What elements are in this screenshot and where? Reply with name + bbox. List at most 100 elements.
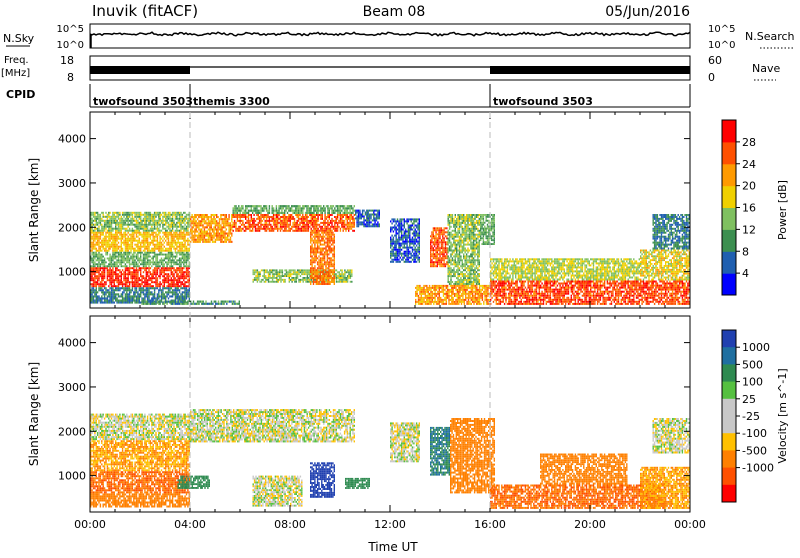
echo-cell <box>333 210 334 212</box>
echo-cell <box>404 231 405 233</box>
echo-cell <box>168 279 169 281</box>
echo-cell <box>394 259 395 261</box>
echo-cell <box>196 239 197 241</box>
echo-cell <box>278 281 279 283</box>
echo-cell <box>111 273 112 275</box>
echo-cell <box>128 222 129 224</box>
echo-cell <box>310 281 311 283</box>
echo-cell <box>180 246 181 248</box>
echo-cell <box>137 246 138 248</box>
echo-cell <box>255 207 256 209</box>
echo-cell <box>125 232 126 234</box>
echo-cell <box>183 230 184 232</box>
echo-cell <box>137 242 138 244</box>
echo-cell <box>161 297 162 299</box>
echo-cell <box>363 225 364 227</box>
echo-cell <box>155 259 156 261</box>
echo-cell <box>207 231 208 233</box>
echo-cell <box>400 253 401 255</box>
echo-cell <box>377 225 378 227</box>
echo-cell <box>329 273 330 275</box>
echo-cell <box>162 222 163 224</box>
echo-cell <box>186 275 187 277</box>
echo-cell <box>391 227 392 229</box>
echo-cell <box>317 230 318 232</box>
echo-cell <box>406 231 407 233</box>
echo-cell <box>186 226 187 228</box>
echo-cell <box>329 214 330 216</box>
echo-cell <box>405 259 406 261</box>
echo-cell <box>169 218 170 220</box>
echo-cell <box>165 254 166 256</box>
echo-cell <box>153 277 154 279</box>
echo-cell <box>161 250 162 252</box>
echo-cell <box>315 226 316 228</box>
echo-cell <box>153 224 154 226</box>
echo-cell <box>258 271 259 273</box>
echo-cell <box>391 218 392 220</box>
echo-cell <box>171 271 172 273</box>
echo-cell <box>304 228 305 230</box>
echo-cell <box>305 224 306 226</box>
echo-cell <box>340 212 341 214</box>
echo-cell <box>293 269 294 271</box>
echo-cell <box>108 263 109 265</box>
echo-cell <box>148 279 149 281</box>
echo-cell <box>126 254 127 256</box>
echo-cell <box>116 234 117 236</box>
echo-cell <box>168 224 169 226</box>
echo-cell <box>115 228 116 230</box>
echo-cell <box>304 224 305 226</box>
echo-cell <box>178 222 179 224</box>
echo-cell <box>393 253 394 255</box>
echo-cell <box>404 243 405 245</box>
echo-cell <box>235 205 236 207</box>
echo-cell <box>121 265 122 267</box>
echo-cell <box>217 222 218 224</box>
echo-cell <box>321 275 322 277</box>
echo-cell <box>311 244 312 246</box>
echo-cell <box>112 222 113 224</box>
echo-cell <box>358 223 359 225</box>
echo-cell <box>94 256 95 258</box>
echo-cell <box>401 237 402 239</box>
echo-cell <box>98 242 99 244</box>
echo-cell <box>93 269 94 271</box>
echo-cell <box>200 239 201 241</box>
echo-cell <box>297 224 298 226</box>
echo-cell <box>128 285 129 287</box>
echo-cell <box>118 238 119 240</box>
echo-cell <box>111 285 112 287</box>
echo-cell <box>137 293 138 295</box>
echo-cell <box>186 258 187 260</box>
echo-cell <box>115 265 116 267</box>
echo-cell <box>125 263 126 265</box>
echo-cell <box>257 279 258 281</box>
echo-cell <box>171 220 172 222</box>
echo-cell <box>166 277 167 279</box>
echo-cell <box>172 293 173 295</box>
echo-cell <box>405 253 406 255</box>
echo-cell <box>119 269 120 271</box>
echo-cell <box>101 228 102 230</box>
echo-cell <box>191 220 192 222</box>
echo-cell <box>278 207 279 209</box>
echo-cell <box>300 269 301 271</box>
echo-cell <box>262 207 263 209</box>
echo-cell <box>111 279 112 281</box>
echo-cell <box>292 205 293 207</box>
echo-cell <box>91 220 92 222</box>
echo-cell <box>337 226 338 228</box>
echo-cell <box>235 207 236 209</box>
echo-cell <box>114 246 115 248</box>
echo-cell <box>146 228 147 230</box>
echo-cell <box>351 216 352 218</box>
echo-cell <box>234 207 235 209</box>
echo-cell <box>103 279 104 281</box>
echo-cell <box>320 230 321 232</box>
echo-cell <box>169 285 170 287</box>
echo-cell <box>318 281 319 283</box>
echo-cell <box>294 212 295 214</box>
echo-cell <box>390 229 391 231</box>
echo-cell <box>150 250 151 252</box>
